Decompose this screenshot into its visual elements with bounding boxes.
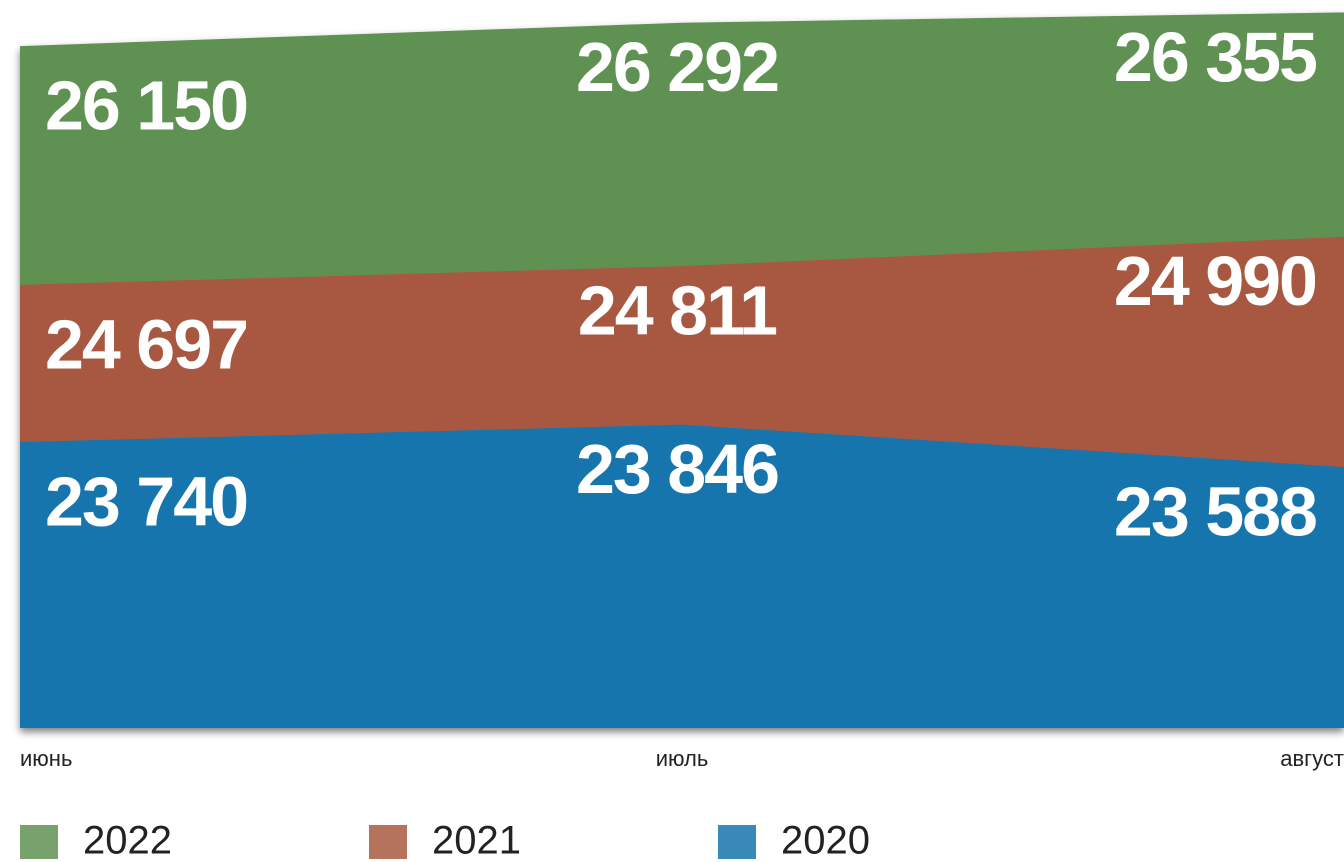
legend-swatch <box>20 825 58 859</box>
data-label: 24 811 <box>578 272 776 350</box>
data-label: 23 588 <box>1114 473 1316 551</box>
legend-swatch <box>718 825 756 859</box>
data-label: 23 846 <box>576 430 778 508</box>
data-label: 26 150 <box>45 67 247 145</box>
chart: 26 150 26 292 26 355 24 697 24 811 24 990 23 7… <box>0 0 1344 862</box>
data-label: 26 292 <box>576 28 778 106</box>
legend-label: 2020 <box>781 819 870 862</box>
data-label: 26 355 <box>1114 18 1316 96</box>
data-label: 23 740 <box>45 463 247 541</box>
legend-swatch <box>369 825 407 859</box>
x-tick-label: август <box>1280 746 1344 771</box>
data-label: 24 697 <box>45 305 247 383</box>
x-tick-label: июль <box>656 746 709 771</box>
data-label: 24 990 <box>1114 242 1316 320</box>
legend-label: 2022 <box>83 819 172 862</box>
legend-label: 2021 <box>432 819 521 862</box>
x-tick-label: июнь <box>20 746 72 771</box>
